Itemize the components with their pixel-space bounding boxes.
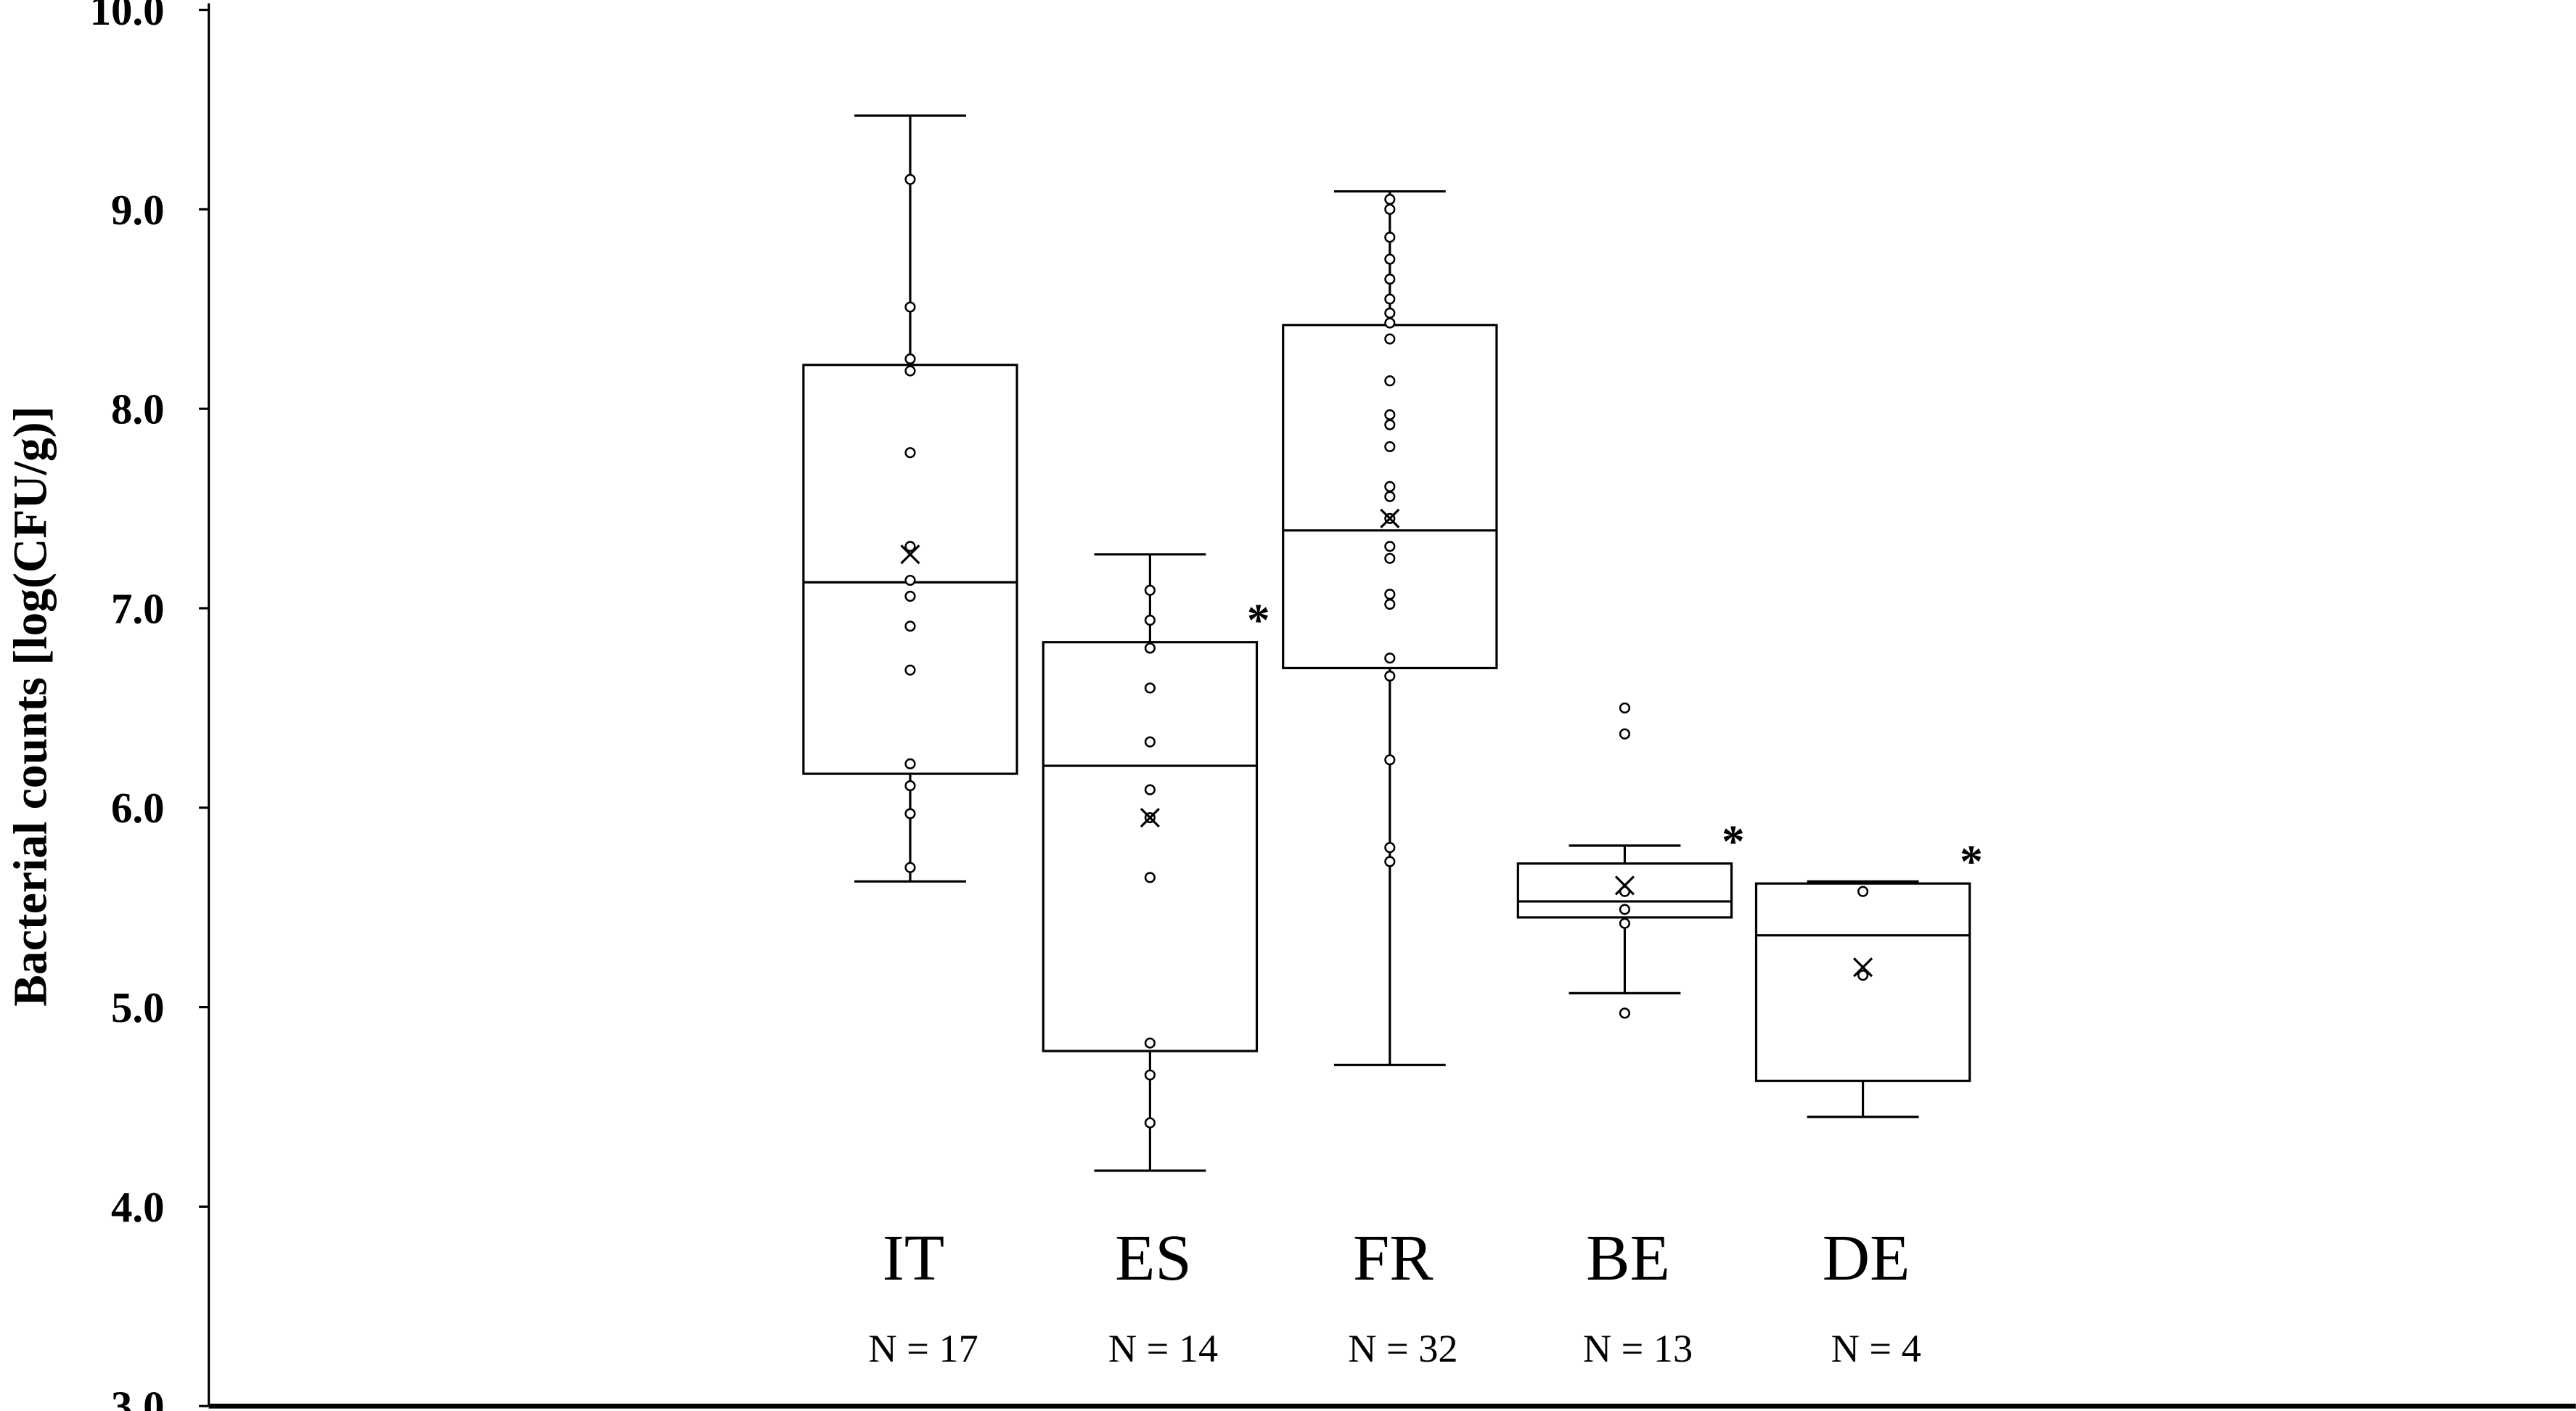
data-point (1144, 614, 1156, 626)
n-label: N = 32 (1348, 1327, 1457, 1370)
data-point (1384, 307, 1396, 319)
n-label: N = 17 (868, 1327, 978, 1370)
y-tick-label: 3.0 (111, 1383, 165, 1411)
n-label: N = 14 (1108, 1327, 1218, 1370)
category-label: ES (1115, 1221, 1192, 1294)
data-point (1384, 419, 1396, 430)
data-point (1144, 872, 1156, 883)
data-point (1619, 702, 1631, 713)
significance: * (1722, 817, 1745, 867)
data-point (1144, 682, 1156, 694)
data-point (1144, 584, 1156, 596)
n-label: N = 4 (1831, 1327, 1921, 1370)
data-point (904, 780, 916, 792)
data-point (904, 621, 916, 632)
data-point (1384, 333, 1396, 345)
y-tick-label: 6.0 (111, 785, 165, 832)
mean-marker (1853, 957, 1873, 978)
data-point (1384, 842, 1396, 854)
data-point (1857, 886, 1869, 897)
data-point (904, 353, 916, 365)
data-point (1384, 409, 1396, 421)
mean-marker (1140, 807, 1160, 828)
y-tick-label: 4.0 (111, 1184, 165, 1231)
data-point (1384, 670, 1396, 682)
y-tick-label: 9.0 (111, 187, 165, 234)
data-point (1144, 1069, 1156, 1081)
category-label: BE (1586, 1221, 1670, 1294)
data-point (904, 447, 916, 459)
data-point (904, 301, 916, 313)
data-point (1384, 491, 1396, 502)
mean-marker (900, 544, 920, 565)
data-point (1857, 970, 1869, 981)
data-point (1384, 480, 1396, 492)
data-point (904, 365, 916, 377)
data-point (1144, 784, 1156, 796)
data-point (1384, 253, 1396, 265)
data-point (904, 590, 916, 602)
data-point (1384, 589, 1396, 600)
data-point (1619, 904, 1631, 915)
data-point (1144, 736, 1156, 748)
category-label: DE (1823, 1221, 1910, 1294)
y-axis-label: Bacterial counts [log(CFU/g)] (5, 406, 57, 1007)
data-point (1384, 856, 1396, 867)
significance: * (1247, 595, 1270, 646)
data-point (904, 541, 916, 552)
data-point (904, 808, 916, 819)
data-point (1384, 653, 1396, 664)
box (1754, 882, 1971, 1082)
data-point (1619, 1007, 1631, 1019)
data-point (1619, 728, 1631, 740)
data-point (1384, 273, 1396, 285)
y-tick-label: 10.0 (90, 0, 165, 34)
data-point (1384, 375, 1396, 387)
data-point (1384, 441, 1396, 452)
n-label: N = 13 (1583, 1327, 1693, 1370)
data-point (904, 574, 916, 586)
y-tick-label: 8.0 (111, 386, 165, 433)
data-point (904, 664, 916, 676)
data-point (1384, 232, 1396, 243)
box (802, 364, 1018, 775)
box (1042, 641, 1259, 1052)
category-label: IT (883, 1221, 944, 1294)
data-point (1384, 754, 1396, 766)
data-point (1144, 1037, 1156, 1049)
data-point (1384, 317, 1396, 329)
data-point (1384, 194, 1396, 205)
category-label: FR (1353, 1221, 1434, 1294)
data-point (1619, 917, 1631, 929)
data-point (1384, 293, 1396, 305)
mean-marker (1614, 875, 1635, 896)
data-point (904, 862, 916, 873)
significance: * (1960, 836, 1983, 887)
y-tick-label: 5.0 (111, 984, 165, 1031)
data-point (904, 173, 916, 185)
data-point (1144, 1117, 1156, 1129)
data-point (1384, 203, 1396, 215)
data-point (1384, 552, 1396, 564)
mean-marker (1380, 508, 1400, 528)
data-point (1384, 541, 1396, 552)
y-tick-label: 7.0 (111, 585, 165, 632)
data-point (1384, 598, 1396, 610)
data-point (904, 758, 916, 769)
data-point (1144, 642, 1156, 654)
